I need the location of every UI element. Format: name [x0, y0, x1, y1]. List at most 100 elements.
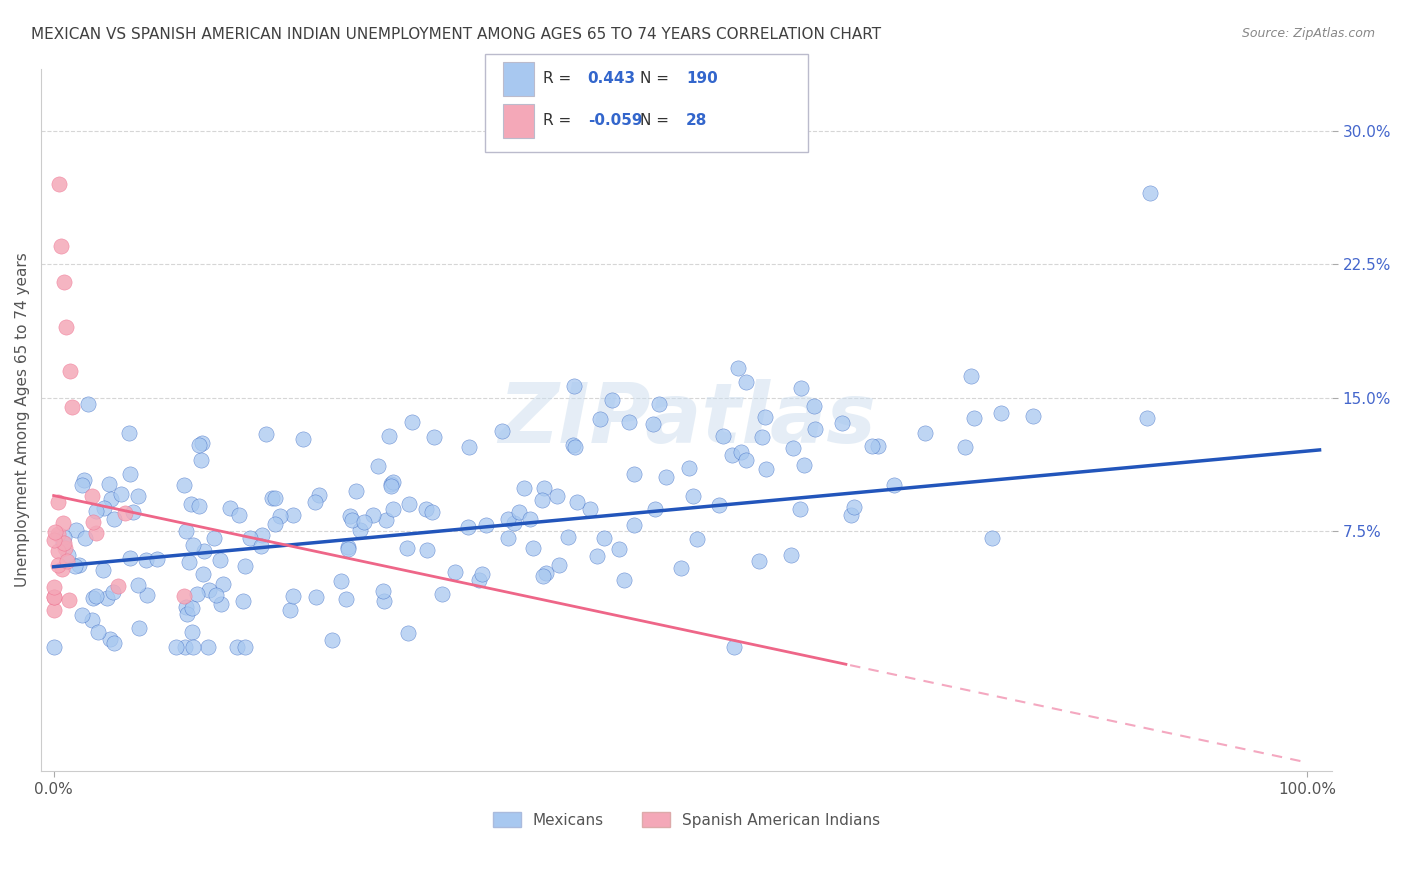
Point — [623, 467, 645, 481]
Point — [82, 515, 104, 529]
Point — [191, 566, 214, 581]
Point — [374, 513, 396, 527]
Point — [281, 590, 304, 604]
Point — [181, 640, 204, 654]
Text: -0.059: -0.059 — [588, 113, 643, 128]
Point — [531, 569, 554, 583]
Text: N =: N = — [640, 71, 669, 86]
Point — [98, 632, 121, 646]
Point — [423, 430, 446, 444]
Point — [475, 518, 498, 533]
Point — [735, 375, 758, 389]
Point — [197, 640, 219, 654]
Point — [711, 428, 734, 442]
Point — [503, 516, 526, 530]
Point — [250, 539, 273, 553]
Point — [842, 500, 865, 514]
Point — [65, 523, 87, 537]
Point — [82, 591, 104, 606]
Point — [65, 559, 87, 574]
Point — [617, 416, 640, 430]
Point — [67, 558, 90, 572]
Text: 0.443: 0.443 — [588, 71, 636, 86]
Point — [720, 448, 742, 462]
Point — [416, 543, 439, 558]
Point — [468, 574, 491, 588]
Point — [330, 574, 353, 589]
Point — [269, 508, 291, 523]
Point — [219, 500, 242, 515]
Point — [561, 438, 583, 452]
Text: ZIPatlas: ZIPatlas — [498, 379, 876, 460]
Point — [58, 548, 80, 562]
Point — [55, 319, 77, 334]
Text: MEXICAN VS SPANISH AMERICAN INDIAN UNEMPLOYMENT AMONG AGES 65 TO 74 YEARS CORREL: MEXICAN VS SPANISH AMERICAN INDIAN UNEMP… — [31, 27, 882, 42]
Point — [118, 425, 141, 440]
Point — [278, 602, 301, 616]
Point — [308, 488, 330, 502]
Point — [179, 555, 201, 569]
Point — [42, 533, 65, 548]
Point — [860, 439, 883, 453]
Point — [380, 477, 402, 491]
Point — [174, 524, 197, 538]
Point — [93, 500, 115, 515]
Point — [233, 640, 256, 654]
Point — [127, 578, 149, 592]
Point — [118, 467, 141, 481]
Point — [291, 432, 314, 446]
Point — [260, 491, 283, 506]
Point — [730, 445, 752, 459]
Point — [173, 478, 195, 492]
Point — [600, 392, 623, 407]
Point — [46, 558, 69, 572]
Point — [803, 399, 825, 413]
Point — [48, 177, 70, 191]
Point — [735, 452, 758, 467]
Point — [1139, 186, 1161, 200]
Point — [122, 505, 145, 519]
Point — [564, 441, 586, 455]
Point — [180, 496, 202, 510]
Point — [396, 626, 419, 640]
Point — [530, 493, 553, 508]
Point — [44, 590, 66, 604]
Point — [644, 502, 666, 516]
Point — [623, 517, 645, 532]
Point — [415, 501, 437, 516]
Point — [181, 601, 204, 615]
Point — [353, 516, 375, 530]
Point — [188, 499, 211, 513]
Text: R =: R = — [543, 71, 571, 86]
Point — [173, 640, 195, 654]
Point — [607, 542, 630, 557]
Point — [44, 580, 66, 594]
Text: N =: N = — [640, 113, 669, 128]
Point — [97, 477, 120, 491]
Point — [176, 607, 198, 621]
Point — [62, 400, 84, 414]
Point — [103, 511, 125, 525]
Point — [173, 589, 195, 603]
Point — [181, 538, 204, 552]
Point — [373, 583, 395, 598]
Y-axis label: Unemployment Among Ages 65 to 74 years: Unemployment Among Ages 65 to 74 years — [15, 252, 30, 587]
Point — [335, 591, 357, 606]
Point — [70, 608, 93, 623]
Point — [127, 489, 149, 503]
Point — [46, 527, 69, 541]
Point — [508, 505, 530, 519]
Point — [58, 593, 80, 607]
Point — [52, 516, 75, 530]
Point — [1022, 409, 1045, 423]
Point — [613, 573, 636, 587]
Point — [748, 553, 770, 567]
Point — [239, 532, 262, 546]
Point — [496, 531, 519, 545]
Point — [44, 525, 66, 540]
Point — [73, 532, 96, 546]
Point — [120, 551, 142, 566]
Point — [233, 559, 256, 574]
Point — [378, 429, 401, 443]
Point — [59, 364, 82, 378]
